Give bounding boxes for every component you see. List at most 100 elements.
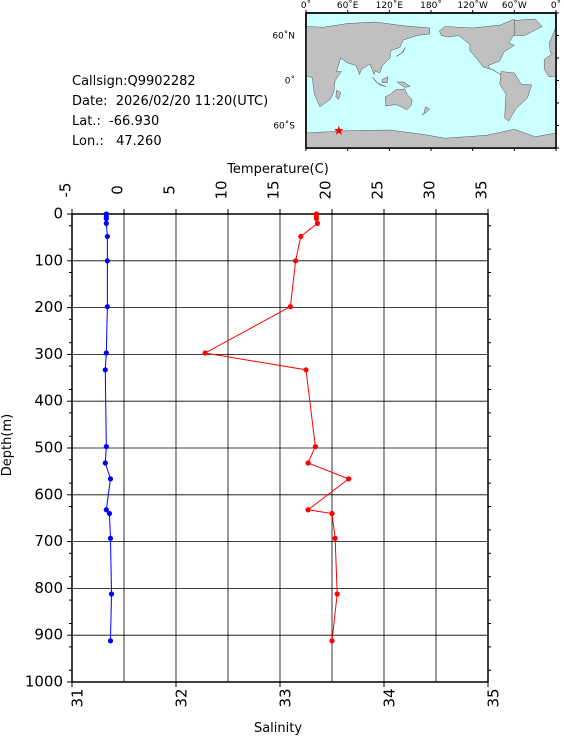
- station-marker: [334, 125, 344, 135]
- map-landmass: [499, 71, 533, 122]
- temperature-point: [313, 216, 319, 222]
- map-longitude-label: 0˚: [551, 0, 561, 11]
- temperature-point: [202, 350, 208, 356]
- map-landmass: [439, 18, 515, 75]
- callsign-text: Callsign:Q9902282: [72, 74, 196, 89]
- map-landmass: [396, 81, 411, 88]
- temperature-point: [329, 510, 335, 517]
- temperature-point: [346, 476, 352, 482]
- depth-axis-label: Depth(m): [0, 414, 15, 476]
- salinity-point: [107, 638, 114, 644]
- temperature-point: [303, 367, 309, 373]
- temperature-point: [314, 220, 321, 226]
- map-landmass: [381, 76, 389, 83]
- depth-tick-label: 400: [34, 392, 63, 410]
- depth-axis: 0 100 200 300 400 500 600 700 800 900 1000: [25, 205, 72, 691]
- map-longitude-label: 120˚E: [376, 0, 404, 11]
- temperature-tick-label: -5: [57, 183, 75, 198]
- salinity-point: [104, 258, 110, 264]
- map-longitude-label: 0˚: [301, 0, 311, 11]
- depth-tick-label: 200: [34, 298, 63, 316]
- map-landmass: [514, 18, 543, 36]
- salinity-point: [103, 213, 109, 219]
- latitude-text: Lat.: -66.930: [72, 114, 160, 129]
- temperature-axis-label: Temperature(C): [226, 162, 329, 177]
- salinity-axis-label: Salinity: [254, 721, 302, 736]
- map-longitude-labels: 0˚ 60˚E 120˚E 180˚ 120˚W 60˚W 0˚: [301, 0, 561, 11]
- depth-tick-label: 1000: [25, 673, 63, 691]
- salinity-axis: 31 32 33 34 35: [69, 682, 503, 708]
- map-landmass: [543, 26, 557, 78]
- chart-series: [102, 211, 352, 644]
- temperature-point: [298, 233, 304, 240]
- salinity-tick-label: 32: [173, 688, 191, 707]
- temperature-tick-label: 35: [473, 180, 491, 199]
- temperature-point: [334, 591, 340, 597]
- temperature-point: [287, 304, 293, 310]
- salinity-point: [104, 304, 110, 310]
- map-latitude-labels: 60˚N 0˚ 60˚S: [272, 31, 295, 132]
- salinity-point: [102, 367, 108, 373]
- temperature-tick-label: 5: [161, 185, 179, 195]
- temperature-point: [329, 638, 335, 644]
- station-info: Callsign:Q9902282 Date: 2026/02/20 11:20…: [72, 72, 268, 152]
- temperature-tick-label: 0: [109, 185, 127, 195]
- depth-tick-label: 600: [34, 485, 63, 503]
- salinity-point: [107, 476, 114, 482]
- date-text: Date: 2026/02/20 11:20(UTC): [72, 94, 269, 109]
- salinity-point: [103, 507, 109, 513]
- salinity-point: [103, 443, 109, 450]
- map-longitude-label: 120˚W: [457, 0, 488, 11]
- longitude-text: Lon.: 47.260: [72, 134, 162, 149]
- salinity-point: [104, 233, 110, 240]
- temperature-point: [312, 443, 318, 450]
- salinity-point: [103, 220, 109, 226]
- map-latitude-label: 0˚: [285, 76, 295, 87]
- map-landmass: [305, 21, 430, 108]
- map-longitude-label: 180˚: [420, 0, 442, 11]
- depth-tick-label: 300: [34, 345, 63, 363]
- salinity-point: [107, 535, 114, 541]
- map-landmass: [421, 106, 431, 116]
- plot-border: [71, 213, 489, 683]
- depth-tick-label: 800: [34, 579, 63, 597]
- map-landmass: [335, 89, 342, 100]
- salinity-tick-label: 34: [381, 688, 399, 707]
- depth-tick-label: 100: [34, 251, 63, 269]
- temperature-tick-label: 15: [265, 180, 283, 199]
- salinity-tick-label: 33: [277, 688, 295, 707]
- depth-tick-label: 0: [53, 205, 63, 223]
- chart-frame: [69, 213, 491, 683]
- temperature-point: [332, 535, 338, 541]
- map-latitude-label: 60˚N: [272, 31, 295, 42]
- map-longitude-label: 60˚E: [337, 0, 359, 11]
- salinity-tick-label: 31: [69, 688, 87, 707]
- temperature-point: [313, 211, 319, 217]
- station-star-icon: [334, 125, 344, 135]
- salinity-point: [103, 216, 109, 222]
- salinity-tick-label: 35: [485, 688, 503, 707]
- salinity-point: [106, 510, 113, 517]
- map-landmass: [396, 47, 406, 57]
- temperature-point: [305, 507, 311, 513]
- chart-grid: [71, 213, 489, 683]
- salinity-point: [102, 460, 108, 466]
- depth-tick-label: 700: [34, 532, 63, 550]
- temperature-tick-label: 20: [317, 180, 335, 199]
- temperature-tick-label: 10: [213, 180, 231, 199]
- temperature-point: [305, 460, 311, 466]
- salinity-point: [103, 211, 109, 217]
- map-landmass: [384, 88, 413, 111]
- depth-tick-label: 900: [34, 626, 63, 644]
- depth-tick-label: 500: [34, 439, 63, 457]
- map-landmass: [371, 76, 386, 87]
- location-map: 0˚ 60˚E 120˚E 180˚ 120˚W 60˚W 0˚ 60˚N 0˚ 60˚S: [272, 0, 561, 151]
- temperature-tick-label: 30: [421, 180, 439, 199]
- salinity-line: [104, 214, 113, 641]
- map-latitude-label: 60˚S: [273, 121, 295, 132]
- temperature-line: [203, 214, 350, 641]
- salinity-point: [103, 350, 109, 356]
- temperature-tick-label: 25: [369, 180, 387, 199]
- salinity-point: [108, 591, 115, 597]
- map-longitude-label: 60˚W: [502, 0, 527, 11]
